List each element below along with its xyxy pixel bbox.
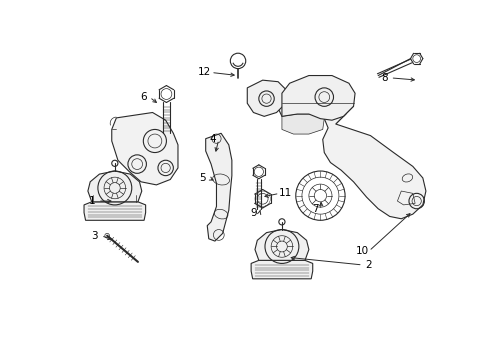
Polygon shape bbox=[112, 112, 178, 185]
Polygon shape bbox=[84, 202, 146, 220]
Text: 2: 2 bbox=[366, 260, 372, 270]
Text: 12: 12 bbox=[198, 67, 212, 77]
Text: 6: 6 bbox=[140, 92, 147, 102]
Text: 11: 11 bbox=[279, 188, 293, 198]
Polygon shape bbox=[247, 80, 287, 116]
Text: 8: 8 bbox=[381, 73, 388, 83]
Polygon shape bbox=[255, 230, 309, 260]
Text: 5: 5 bbox=[199, 173, 206, 183]
Text: 4: 4 bbox=[209, 134, 216, 144]
Polygon shape bbox=[88, 171, 142, 202]
Text: 10: 10 bbox=[356, 246, 369, 256]
Polygon shape bbox=[251, 260, 313, 279]
Text: 1: 1 bbox=[88, 196, 95, 206]
Polygon shape bbox=[282, 114, 324, 134]
Text: 7: 7 bbox=[312, 204, 318, 214]
Polygon shape bbox=[276, 78, 426, 219]
Polygon shape bbox=[206, 133, 232, 241]
Polygon shape bbox=[282, 76, 355, 120]
Text: 9: 9 bbox=[250, 208, 257, 217]
Text: 3: 3 bbox=[92, 231, 98, 241]
